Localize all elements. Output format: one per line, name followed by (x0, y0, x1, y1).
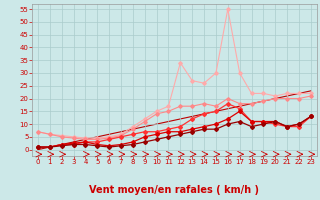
X-axis label: Vent moyen/en rafales ( km/h ): Vent moyen/en rafales ( km/h ) (89, 185, 260, 195)
